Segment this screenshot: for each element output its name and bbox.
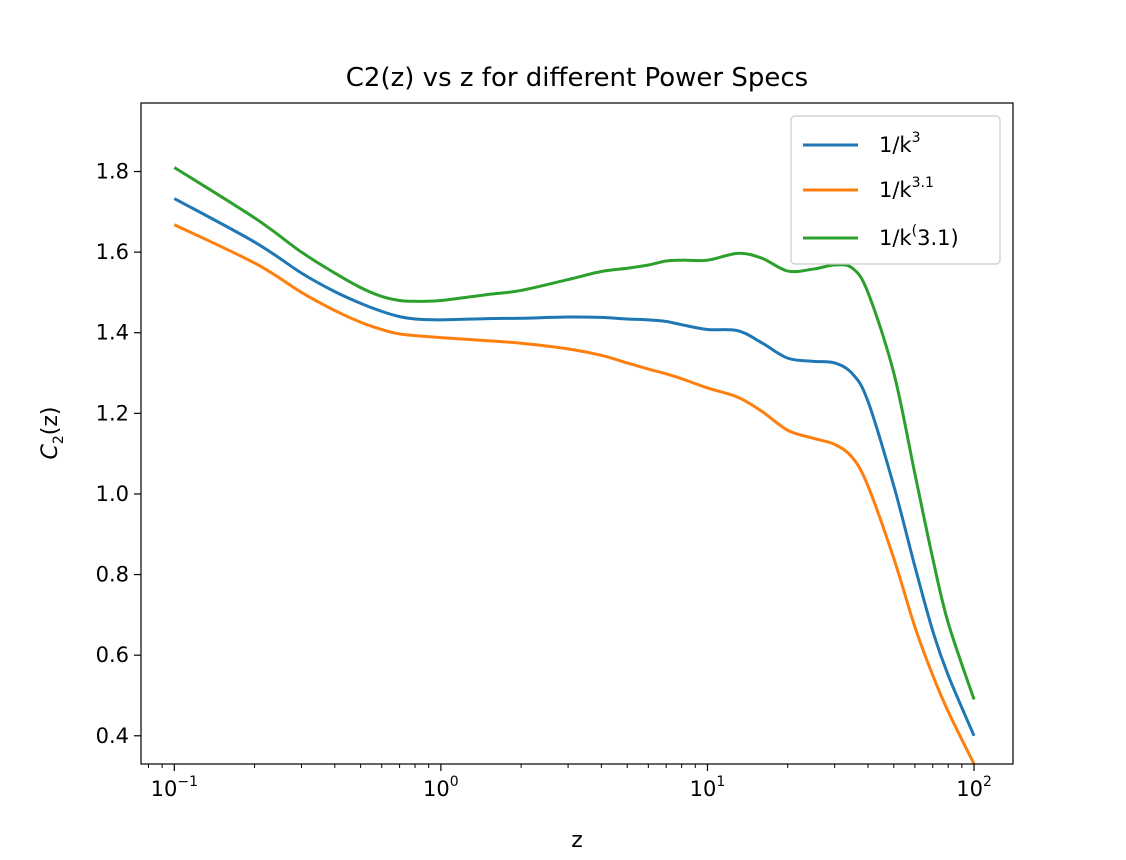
series-line-1	[173, 197, 976, 737]
plot-frame	[140, 102, 1014, 765]
x-tick-label: 100	[423, 774, 459, 801]
y-tick-label: 0.4	[96, 724, 129, 748]
x-tick-label: 102	[956, 774, 992, 801]
series-line-2	[173, 223, 976, 765]
y-tick-label: 0.6	[96, 643, 129, 667]
y-tick-label: 1.8	[96, 160, 129, 184]
y-axis-label: C2(z)	[38, 406, 67, 459]
x-tick-label: 101	[690, 774, 726, 801]
x-axis-ticks: 10−1 100 101 102	[147, 764, 992, 801]
chart-title: C2(z) vs z for different Power Specs	[346, 63, 808, 93]
y-axis-label-base: C	[38, 444, 63, 460]
legend-label-2: 1/k3.1	[879, 175, 934, 202]
y-tick-label: 1.4	[96, 321, 129, 345]
y-tick-label: 1.0	[96, 482, 129, 506]
y-tick-label: 1.6	[96, 240, 129, 264]
series-lines	[173, 166, 976, 765]
y-axis-ticks: 0.4 0.6 0.8 1.0 1.2 1.4 1.6 1.8	[96, 160, 141, 748]
y-tick-label: 0.8	[96, 563, 129, 587]
y-axis-label-sub: 2	[51, 435, 67, 444]
legend-label-1: 1/k3	[879, 130, 921, 157]
y-tick-label: 1.2	[96, 401, 129, 425]
legend-box	[790, 115, 1001, 265]
x-tick-label: 10−1	[151, 774, 198, 801]
legend-label-3: 1/k(3.1)	[879, 223, 959, 250]
series-line-3	[173, 166, 976, 700]
legend: 1/k3 1/k3.1 1/k(3.1)	[790, 115, 1001, 265]
y-axis-label-arg: (z)	[38, 406, 63, 435]
x-axis-label: z	[571, 828, 583, 853]
